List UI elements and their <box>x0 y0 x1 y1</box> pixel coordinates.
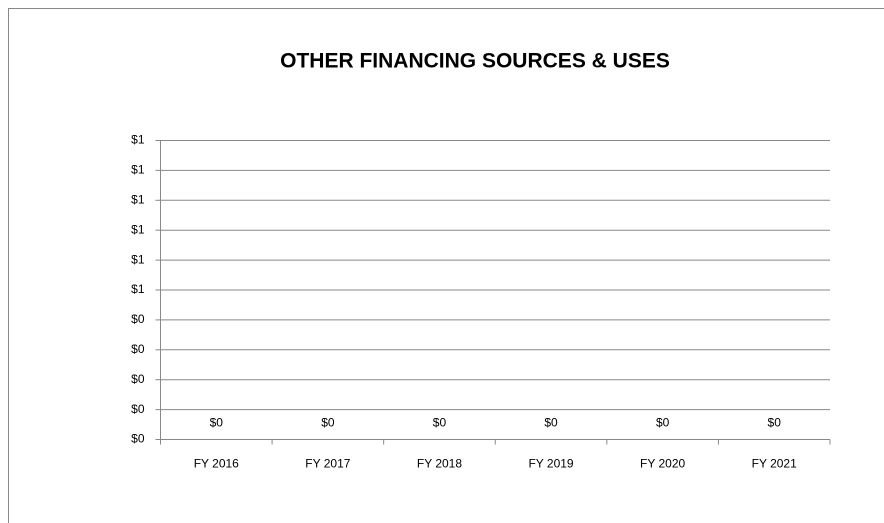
y-tick-label: $1 <box>131 252 145 266</box>
y-tick-label: $1 <box>131 163 145 177</box>
y-tick-label: $0 <box>131 372 145 386</box>
x-tick-label: FY 2016 <box>194 457 239 471</box>
y-tick-label: $1 <box>131 133 145 147</box>
x-tick-label: FY 2018 <box>417 457 462 471</box>
y-tick-label: $0 <box>131 342 145 356</box>
data-label: $0 <box>656 416 670 430</box>
x-tick-label: FY 2017 <box>305 457 350 471</box>
data-label: $0 <box>210 416 224 430</box>
y-tick-label: $0 <box>131 402 145 416</box>
y-tick-label: $0 <box>131 312 145 326</box>
y-tick-label: $1 <box>131 282 145 296</box>
chart-frame <box>8 8 884 523</box>
x-tick-label: FY 2020 <box>640 457 685 471</box>
x-tick-label: FY 2021 <box>752 457 797 471</box>
data-label: $0 <box>544 416 558 430</box>
y-tick-label: $1 <box>131 222 145 236</box>
y-tick-label: $1 <box>131 192 145 206</box>
data-label: $0 <box>768 416 782 430</box>
data-label: $0 <box>321 416 335 430</box>
chart-title: OTHER FINANCING SOURCES & USES <box>280 50 670 73</box>
data-label: $0 <box>433 416 447 430</box>
y-tick-label: $0 <box>131 432 145 446</box>
x-tick-label: FY 2019 <box>528 457 573 471</box>
